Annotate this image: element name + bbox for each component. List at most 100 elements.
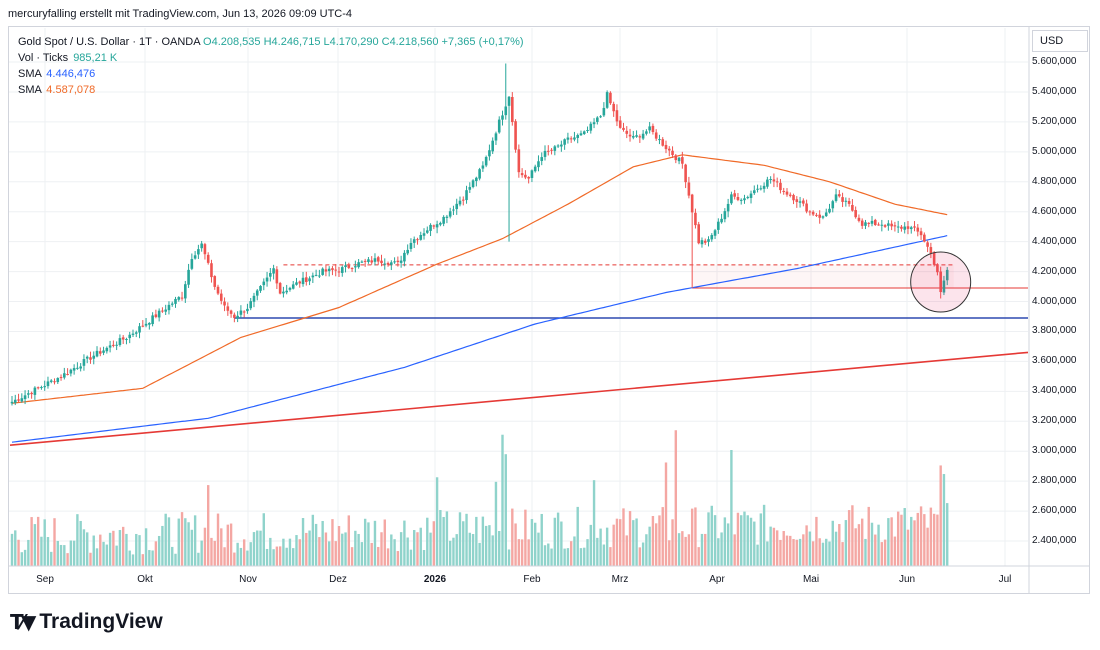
volume-bar	[726, 523, 730, 566]
volume-bar	[370, 542, 373, 566]
volume-bar	[762, 504, 766, 566]
volume-bar	[377, 546, 380, 566]
candle-body	[399, 260, 403, 263]
volume-bar	[262, 513, 265, 566]
volume-bar	[903, 508, 906, 566]
volume-bar	[697, 547, 700, 566]
volume-bar	[910, 516, 913, 566]
volume-bar	[59, 544, 63, 566]
volume-bar	[334, 541, 337, 566]
candle-body	[239, 310, 243, 315]
volume-bar	[203, 527, 207, 566]
candle-body	[844, 200, 848, 202]
volume-bar	[916, 512, 919, 566]
volume-bar	[308, 530, 311, 566]
volume-bar	[27, 539, 30, 566]
candle-body	[530, 170, 534, 178]
volume-bar	[710, 505, 713, 566]
volume-bar	[654, 523, 658, 566]
candle-body	[17, 399, 20, 401]
volume-bar	[802, 534, 805, 566]
candle-body	[275, 269, 279, 284]
volume-bar	[344, 532, 347, 566]
candle-body	[766, 179, 769, 187]
volume-bar	[668, 540, 671, 566]
volume-bar	[393, 539, 396, 566]
volume-bar	[671, 519, 674, 566]
candle-body	[759, 188, 763, 190]
volume-bar	[625, 535, 628, 566]
volume-bar	[131, 554, 135, 566]
volume-bar	[632, 520, 635, 566]
candle-body	[174, 298, 177, 304]
candle-body	[321, 268, 324, 275]
volume-bar	[197, 552, 200, 566]
volume-bar	[138, 535, 141, 566]
candle-body	[527, 177, 530, 179]
volume-bar	[488, 525, 491, 566]
candle-body	[262, 281, 266, 286]
candle-body	[249, 301, 253, 309]
volume-bar	[844, 520, 848, 566]
candle-body	[520, 173, 524, 176]
legend-volume-label: Vol · Ticks	[18, 52, 69, 64]
currency-selector[interactable]: USD	[1032, 30, 1088, 52]
candle-body	[497, 119, 501, 133]
volume-bar	[766, 541, 769, 566]
volume-bar	[295, 535, 298, 566]
volume-bar	[913, 520, 916, 566]
candle-body	[291, 284, 295, 289]
price-tick-label: 4.600,000	[1032, 205, 1077, 217]
candle-body	[579, 133, 583, 136]
candle-body	[112, 344, 115, 346]
volume-bar	[210, 537, 213, 566]
volume-bar	[269, 537, 272, 566]
volume-bar	[367, 522, 370, 566]
candle-body	[121, 337, 125, 340]
volume-bar	[285, 547, 288, 566]
candle-body	[373, 258, 377, 262]
volume-bar	[818, 538, 821, 566]
candle-body	[210, 263, 213, 278]
volume-bar	[825, 538, 828, 566]
volume-bar	[890, 517, 893, 566]
volume-bar	[43, 519, 46, 566]
candle-body	[913, 226, 916, 228]
volume-bar	[301, 518, 305, 566]
time-tick-label: Dez	[329, 574, 347, 585]
candle-body	[197, 249, 200, 255]
candle-body	[347, 265, 351, 268]
candle-body	[821, 216, 825, 218]
volume-bar	[677, 533, 681, 566]
volume-bar	[808, 531, 812, 566]
volume-bar	[236, 542, 239, 566]
candle-body	[386, 263, 390, 265]
volume-bar	[645, 534, 648, 566]
candle-body	[782, 190, 786, 192]
candle-body	[923, 234, 926, 242]
candle-body	[717, 221, 720, 230]
candle-body	[733, 193, 736, 197]
volume-bar	[72, 540, 76, 566]
volume-bar	[187, 522, 190, 566]
volume-bar	[455, 534, 458, 566]
volume-bar	[785, 535, 789, 566]
volume-bar	[743, 511, 746, 566]
candle-body	[511, 97, 514, 123]
volume-bar	[857, 524, 861, 566]
volume-bar	[242, 539, 246, 566]
volume-bar	[419, 527, 422, 566]
candle-body	[72, 368, 76, 371]
candle-body	[919, 231, 923, 236]
candle-body	[638, 136, 642, 138]
candle-body	[40, 387, 43, 389]
price-tick-label: 5.600,000	[1032, 56, 1077, 67]
candle-body	[605, 92, 609, 108]
candle-body	[684, 164, 687, 183]
candle-body	[491, 140, 494, 152]
volume-bar	[795, 539, 798, 566]
volume-bar	[121, 526, 125, 566]
price-tick-label: 2.600,000	[1032, 505, 1077, 517]
candle-body	[710, 235, 714, 240]
